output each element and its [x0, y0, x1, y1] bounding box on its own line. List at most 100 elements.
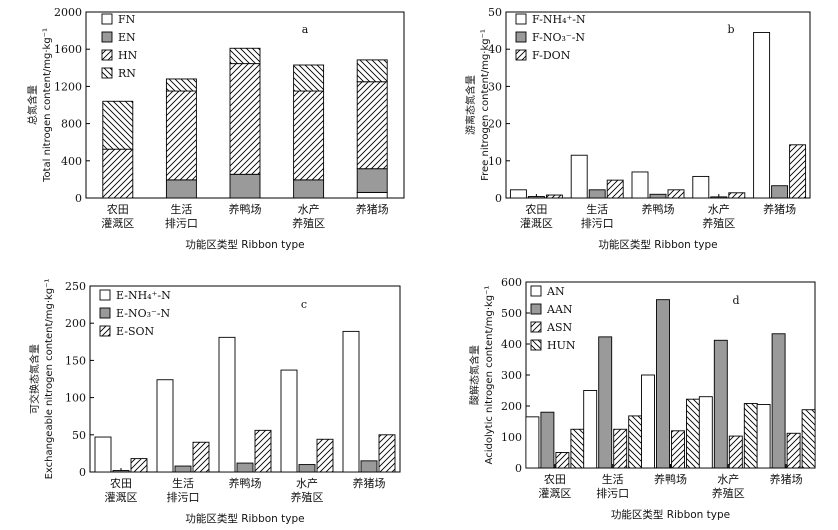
bar: [156, 379, 174, 473]
legend-label: AAN: [546, 303, 573, 316]
bar-segment-hn: [356, 81, 388, 170]
y-tick-label: 250: [65, 280, 86, 293]
bar: [280, 369, 298, 473]
bar: [555, 452, 570, 469]
bar: [786, 432, 801, 469]
y-tick-label: 400: [61, 155, 82, 168]
bar: [686, 398, 700, 469]
bar: [342, 330, 360, 473]
x-tick-label: 排污口: [167, 490, 200, 504]
x-tick-label: 生活: [170, 202, 192, 216]
bar: [667, 189, 685, 199]
legend-swatch: [530, 339, 542, 351]
panel-letter: b: [727, 23, 734, 36]
legend-swatch: [101, 49, 113, 61]
bar: [525, 416, 540, 469]
bar-segment-en: [293, 179, 325, 199]
bar: [628, 415, 643, 469]
x-tick-label: 灌溉区: [101, 217, 134, 230]
panel-letter: a: [302, 23, 309, 36]
y-tick-label: 2000: [54, 6, 82, 19]
bar: [710, 196, 728, 199]
bar-segment-hn: [229, 63, 261, 175]
legend-swatch: [515, 31, 527, 43]
x-tick-label: 养鸭场: [654, 472, 687, 486]
bar: [801, 409, 816, 469]
y-tick-label: 500: [501, 307, 522, 320]
legend-swatch: [101, 31, 113, 43]
legend-label: HN: [118, 49, 138, 62]
bar: [94, 436, 112, 473]
bar: [753, 32, 771, 199]
bar: [789, 144, 807, 199]
x-tick-label: 农田: [110, 476, 132, 490]
y-tick-label: 400: [501, 338, 522, 351]
y-tick-label: 30: [488, 80, 502, 93]
legend-swatch: [101, 67, 113, 79]
bar: [598, 336, 613, 469]
panel-letter: d: [732, 294, 739, 307]
x-axis-label: 功能区类型 Ribbon type: [185, 512, 304, 525]
x-axis-label: 功能区类型 Ribbon type: [185, 238, 304, 251]
y-axis-label: Exchangeable nitrogen content/mg·kg⁻¹: [44, 279, 55, 480]
y-tick-label: 100: [501, 431, 522, 444]
bar: [545, 194, 563, 199]
bar: [218, 336, 236, 473]
x-tick-label: 水产: [298, 202, 320, 216]
bar: [771, 333, 786, 469]
y-tick-label: 300: [501, 369, 522, 382]
legend-label: E-NO₃⁻-N: [116, 307, 171, 320]
x-tick-label: 灌溉区: [105, 491, 138, 504]
bar: [583, 390, 598, 469]
bar-segment-en: [165, 179, 197, 199]
legend-swatch: [530, 303, 542, 315]
x-tick-label: 生活: [586, 202, 608, 216]
y-axis-label: Total nitrogen content/mg·kg⁻¹: [42, 28, 53, 183]
bar: [527, 196, 545, 199]
x-tick-label: 养鸭场: [229, 476, 262, 490]
legend-swatch: [530, 285, 542, 297]
bar-segment-hn: [293, 90, 325, 181]
bar: [540, 411, 555, 469]
legend-label: AN: [546, 285, 565, 298]
bar: [174, 465, 192, 473]
y-tick-label: 10: [488, 155, 502, 168]
y-tick-label: 0: [515, 462, 522, 475]
x-tick-label: 灌溉区: [520, 217, 553, 230]
x-tick-label: 养猪场: [353, 476, 386, 490]
bar: [641, 374, 655, 469]
bar-segment-en: [356, 168, 388, 193]
y-tick-label: 0: [79, 466, 86, 479]
legend-label: E-NH₄⁺-N: [116, 289, 171, 302]
bar-segment-rn: [165, 78, 197, 92]
legend-label: RN: [118, 67, 136, 80]
y-tick-label: 150: [65, 354, 86, 367]
x-tick-label: 养猪场: [356, 202, 389, 216]
bar: [360, 460, 378, 473]
y-tick-label: 50: [488, 6, 502, 19]
y-tick-label: 0: [75, 192, 82, 205]
bar: [130, 458, 148, 473]
bar-segment-rn: [293, 64, 325, 92]
legend-label: F-DON: [532, 49, 571, 62]
x-tick-label: 水产: [717, 472, 739, 486]
x-tick-label: 养殖区: [702, 216, 735, 230]
bar-segment-rn: [102, 100, 134, 150]
legend-swatch: [99, 325, 111, 337]
y-tick-label: 200: [65, 317, 86, 330]
bar-segment-fn: [356, 191, 388, 199]
bar: [631, 171, 649, 199]
y-tick-label: 0: [495, 192, 502, 205]
bar: [656, 299, 670, 469]
bar: [378, 434, 396, 473]
bar: [728, 435, 743, 469]
y-tick-label: 100: [65, 392, 86, 405]
x-tick-label: 农田: [525, 202, 547, 216]
legend-label: F-NO₃⁻-N: [532, 31, 585, 44]
bar-segment-hn: [102, 148, 134, 199]
legend-swatch: [530, 321, 542, 333]
legend-swatch: [515, 49, 527, 61]
